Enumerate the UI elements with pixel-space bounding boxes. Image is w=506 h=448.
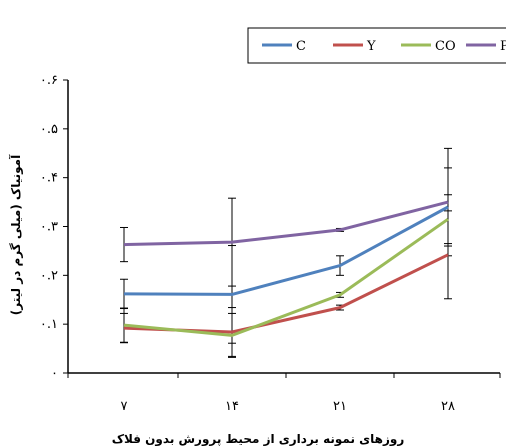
x-tick-label: ۷ (121, 399, 128, 414)
legend-label-P: P (500, 39, 506, 54)
y-ticks: ۰ ۰.۱ ۰.۲ ۰.۳ ۰.۴ ۰.۵ ۰.۶ (40, 73, 68, 381)
legend-label-Y: Y (366, 39, 376, 54)
y-tick-label: ۰.۶ (40, 73, 58, 88)
x-tick-label: ۱۴ (225, 399, 239, 414)
x-ticks: ۷ ۱۴ ۲۱ ۲۸ (67, 373, 501, 414)
series-line-P (123, 200, 449, 247)
x-axis-title: روزهای نمونه برداری از محیط پرورش بدون ف… (112, 432, 405, 447)
series-line-CO (123, 217, 449, 337)
y-tick-label: ۰.۱ (40, 317, 58, 332)
series-line-C (123, 205, 449, 296)
y-tick-label: ۰.۳ (40, 220, 58, 235)
series-lines (123, 200, 449, 337)
y-tick-label: ۰.۵ (40, 122, 58, 137)
y-tick-label: ۰ (51, 366, 58, 381)
legend: C Y CO P (262, 39, 506, 54)
x-tick-label: ۲۸ (441, 399, 455, 414)
y-axis-title: آمونیاک (میلی گرم در لیتر) (8, 154, 24, 315)
legend-label-C: C (296, 39, 306, 54)
y-tick-label: ۰.۴ (40, 171, 58, 186)
legend-label-CO: CO (435, 39, 456, 54)
x-tick-label: ۲۱ (333, 399, 347, 414)
y-tick-label: ۰.۲ (40, 268, 58, 283)
